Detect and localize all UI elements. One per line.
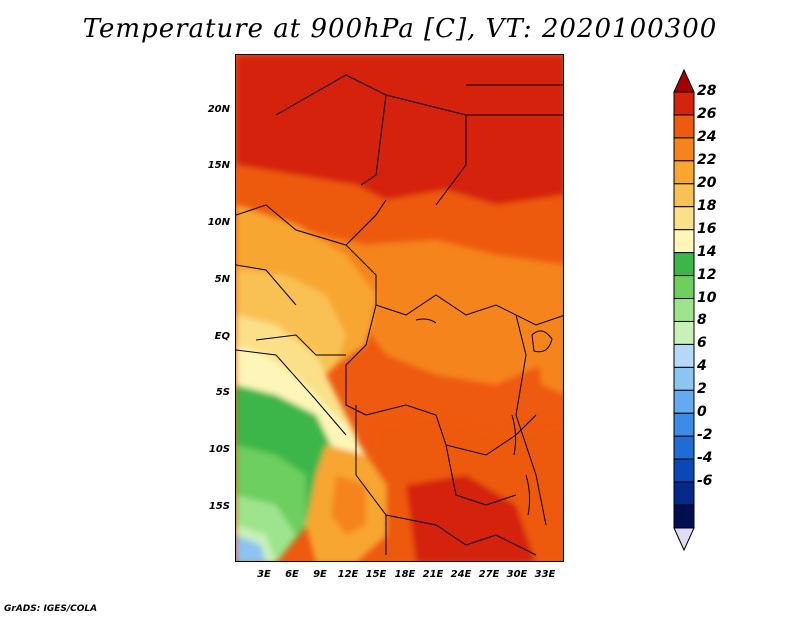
colorbar-top-arrow — [673, 68, 695, 93]
colorbar-segment — [673, 183, 695, 208]
colorbar-segment — [673, 343, 695, 368]
colorbar-segment — [673, 320, 695, 345]
colorbar-segment — [673, 229, 695, 254]
lon-label: 30E — [506, 569, 528, 580]
colorbar-segment — [673, 206, 695, 231]
colorbar-label: 28 — [697, 83, 717, 99]
lon-label: 3E — [257, 569, 271, 580]
colorbar-label: 26 — [697, 105, 717, 122]
lon-label: 27E — [478, 569, 500, 580]
lat-label: 20N — [207, 104, 230, 115]
colorbar-segment — [673, 91, 695, 116]
lat-label: 5N — [214, 274, 230, 285]
country-borders — [236, 74, 563, 556]
colorbar-bottom-arrow — [673, 527, 695, 552]
colorbar-segment — [673, 298, 695, 322]
colorbar-segment — [673, 481, 695, 506]
colorbar-label: 16 — [697, 220, 717, 237]
lake-outlines — [415, 318, 553, 516]
colorbar-segment — [673, 458, 695, 483]
colorbar-segment — [673, 114, 695, 139]
lon-label: 12E — [337, 569, 359, 580]
lon-label: 9E — [313, 569, 327, 580]
temperature-fields — [236, 55, 563, 561]
lon-label: 24E — [450, 569, 472, 580]
lon-label: 18E — [394, 569, 416, 580]
colorbar-label: 24 — [697, 128, 717, 145]
colorbar-label: -2 — [697, 427, 713, 444]
lat-label: 10S — [208, 444, 230, 455]
lat-label: 10N — [207, 217, 230, 228]
chart-title: Temperature at 900hPa [C], VT: 202010030… — [82, 14, 718, 44]
colorbar-label: 18 — [697, 197, 717, 214]
map-fill-svg — [236, 55, 563, 561]
colorbar-segment — [673, 435, 695, 460]
colorbar-label: -6 — [697, 473, 713, 490]
colorbar-segment — [673, 137, 695, 162]
colorbar-segment — [673, 252, 695, 277]
colorbar-label: 20 — [697, 174, 717, 191]
colorbar-segment — [673, 504, 695, 529]
colorbar-label: 8 — [697, 312, 707, 329]
lon-label: 15E — [365, 569, 387, 580]
colorbar-label: 14 — [697, 243, 717, 260]
colorbar-segment — [673, 389, 695, 414]
lat-label: 5S — [215, 387, 230, 398]
lon-label: 6E — [285, 569, 299, 580]
colorbar-label: 22 — [697, 151, 717, 168]
colorbar-segment — [673, 275, 695, 300]
lat-label: EQ — [214, 331, 230, 342]
colorbar — [673, 68, 695, 552]
colorbar-label: 12 — [697, 266, 717, 283]
colorbar-label: 0 — [697, 404, 707, 421]
lat-label: 15S — [208, 501, 230, 512]
lon-label: 33E — [534, 569, 556, 580]
colorbar-label: 2 — [697, 381, 707, 398]
lat-label: 15N — [207, 160, 230, 171]
footer-credit: GrADS: IGES/COLA — [4, 604, 98, 614]
colorbar-label: -4 — [697, 450, 713, 467]
colorbar-segment — [673, 412, 695, 437]
colorbar-label: 10 — [697, 289, 717, 306]
colorbar-segment — [673, 366, 695, 391]
lon-label: 21E — [422, 569, 444, 580]
temperature-map — [235, 54, 564, 562]
colorbar-label: 4 — [697, 358, 707, 375]
colorbar-label: 6 — [697, 335, 707, 352]
colorbar-segment — [673, 160, 695, 185]
